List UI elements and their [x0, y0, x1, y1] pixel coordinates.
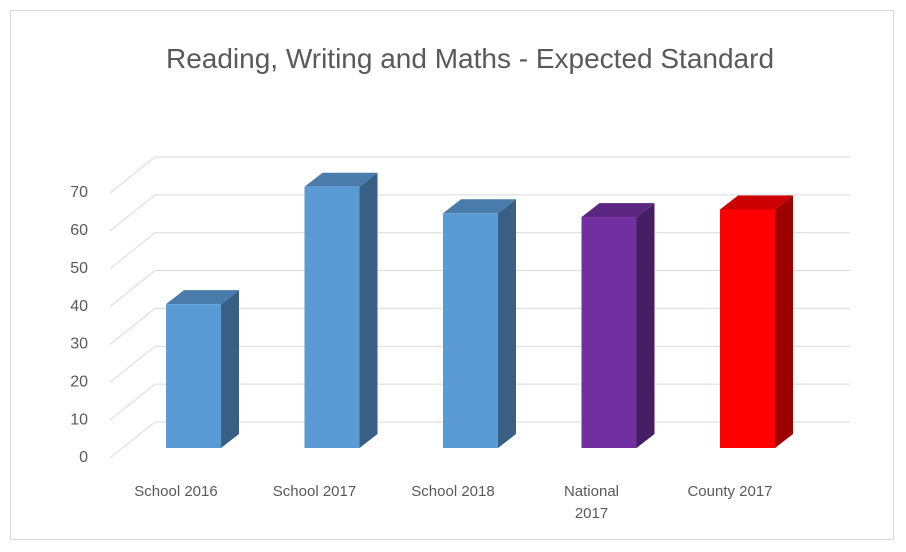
y-tick-label: 70 — [70, 184, 88, 201]
bar-top — [581, 203, 655, 218]
bar-side — [498, 199, 516, 448]
chart-frame — [10, 10, 894, 540]
grid-line — [109, 194, 850, 232]
bar-side — [636, 203, 655, 448]
y-tick-label: 0 — [79, 449, 88, 466]
bar-top — [720, 195, 793, 210]
x-tick-label: School 2016 — [134, 483, 218, 500]
y-tick-label: 60 — [70, 222, 88, 239]
y-tick-label: 20 — [70, 374, 88, 391]
y-tick-label: 30 — [70, 336, 88, 353]
bar-side — [775, 195, 793, 448]
bar — [304, 186, 360, 449]
bar — [581, 217, 637, 448]
bar-top — [166, 290, 239, 305]
x-tick-label: School 2017 — [272, 483, 357, 500]
y-tick-label: 40 — [70, 298, 88, 315]
bar — [720, 209, 775, 448]
bar — [166, 304, 221, 448]
x-tick-label: National 2017 — [563, 483, 620, 522]
y-tick-label: 10 — [70, 411, 88, 428]
x-tick-label: County 2017 — [687, 483, 773, 500]
grid-line — [109, 156, 850, 194]
bar-side — [359, 172, 378, 449]
y-tick-label: 50 — [70, 260, 88, 277]
bar-side — [221, 290, 239, 448]
bar-top — [443, 199, 516, 214]
chart-title: Reading, Writing and Maths - Expected St… — [165, 43, 775, 74]
x-tick-label: School 2018 — [411, 483, 495, 500]
bar — [443, 213, 498, 448]
bar-top — [304, 172, 378, 187]
